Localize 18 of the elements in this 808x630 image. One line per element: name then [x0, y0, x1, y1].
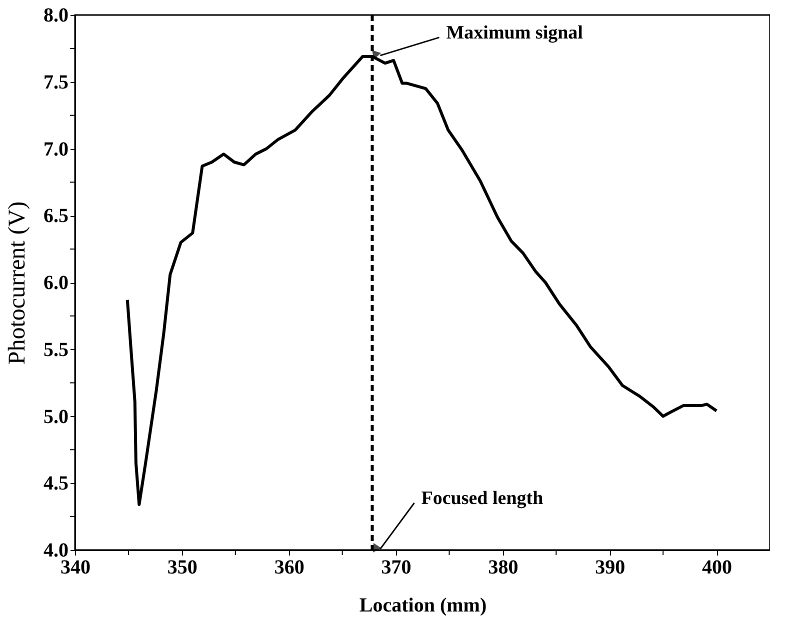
y-tick-label: 7.0	[44, 138, 68, 160]
y-axis-title: Photocurrent (V)	[4, 201, 30, 365]
x-tick-label: 390	[595, 556, 626, 578]
x-tick-label: 360	[274, 556, 304, 578]
x-tick-label: 380	[488, 556, 518, 578]
y-tick-label: 5.0	[44, 406, 68, 428]
x-tick-label: 400	[702, 556, 732, 578]
y-tick-label: 4.5	[44, 472, 68, 495]
y-tick-label: 7.5	[44, 71, 68, 94]
x-tick-label: 370	[381, 556, 412, 578]
y-tick-label: 6.0	[44, 272, 68, 294]
x-tick-label: 350	[167, 556, 198, 578]
y-tick-label: 6.5	[44, 205, 68, 228]
y-tick-label: 8.0	[44, 4, 68, 26]
y-tick-label: 5.5	[44, 338, 68, 361]
x-axis-title: Location (mm)	[359, 594, 487, 616]
annotation: Focused length	[421, 488, 544, 509]
annotation: Maximum signal	[446, 22, 583, 44]
